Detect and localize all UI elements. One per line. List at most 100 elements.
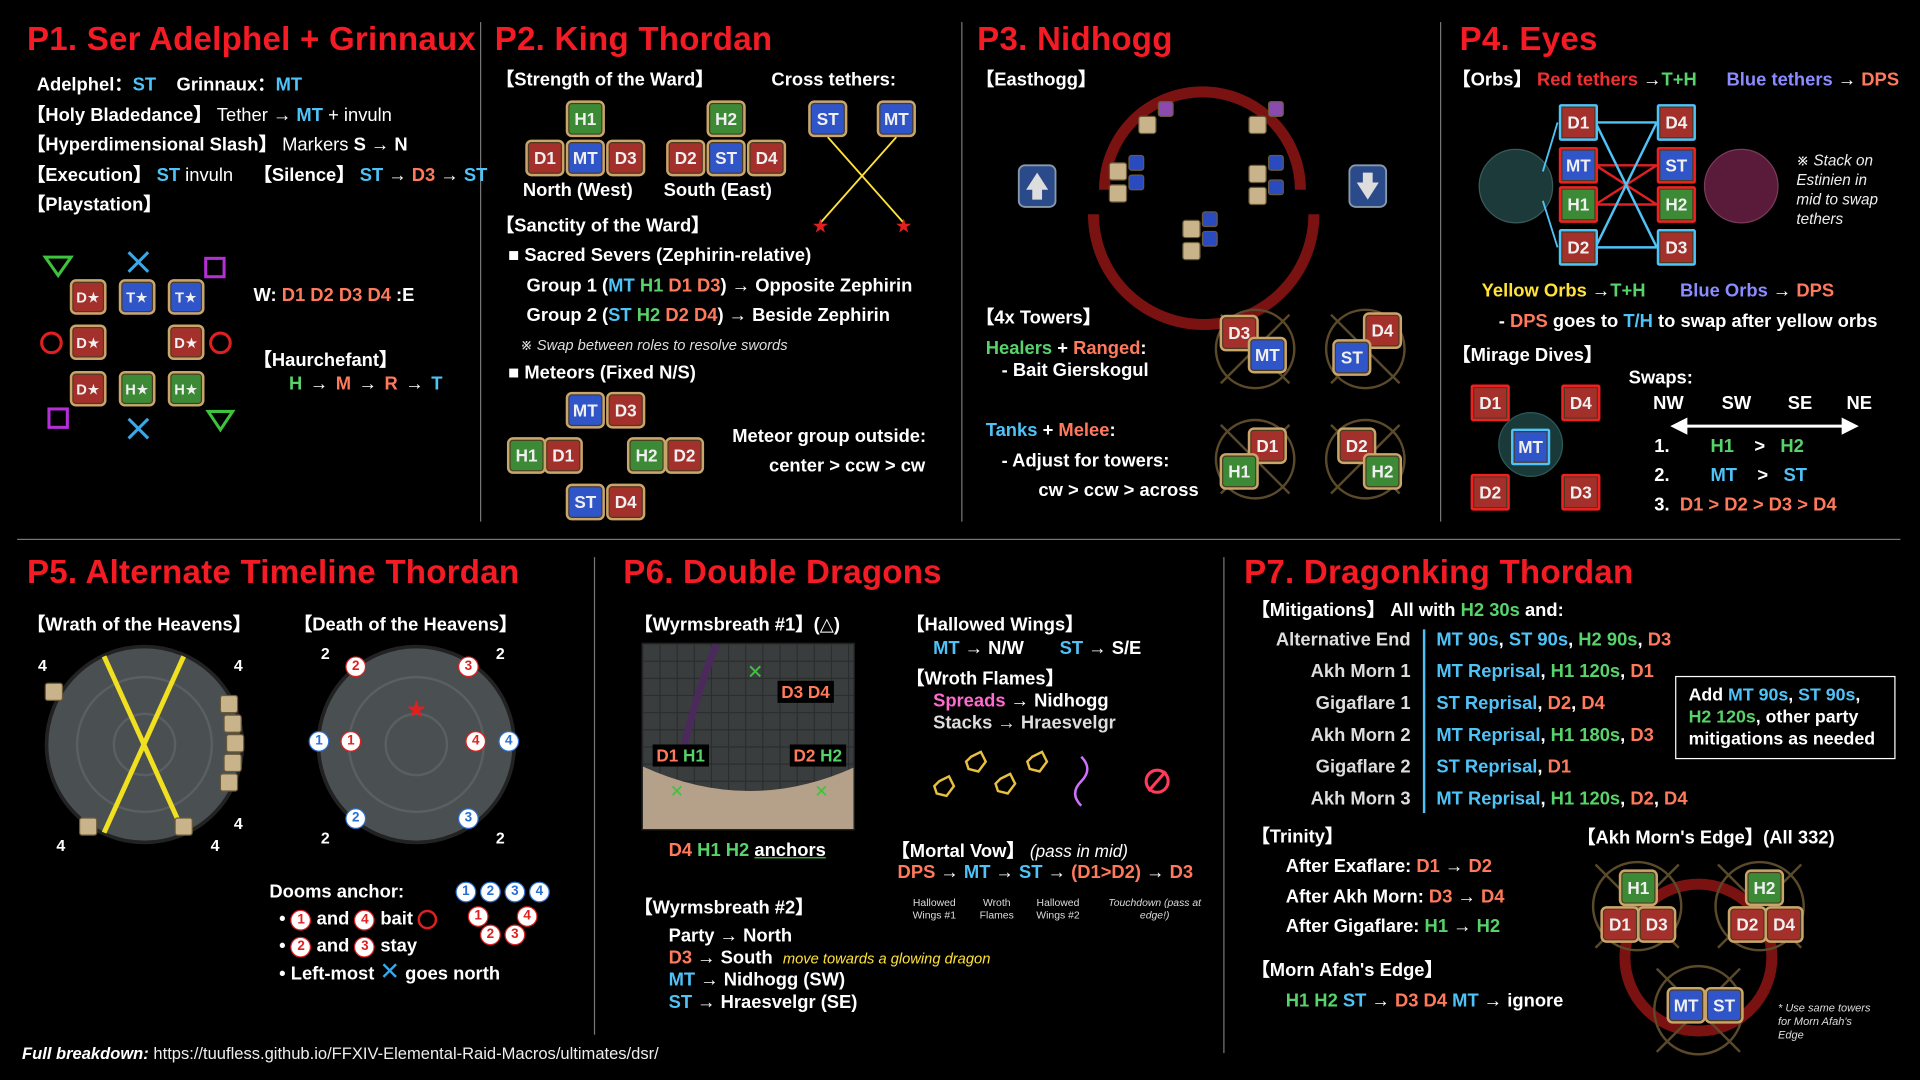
- dir-nw: NW: [1653, 393, 1684, 414]
- mitigation-value: ST Reprisal, D2, D4: [1436, 693, 1605, 714]
- doom-1: 1: [340, 731, 362, 752]
- role-h2: H2: [706, 100, 746, 138]
- marker-t: T★: [118, 279, 156, 315]
- mitigation-name: Gigaflare 2: [1315, 756, 1411, 778]
- mitigation-value: MT Reprisal, H1 120s, D1: [1436, 661, 1654, 683]
- role-st: ST: [1704, 986, 1744, 1024]
- p7-morn: 【Morn Afah's Edge】: [1251, 960, 1443, 981]
- p4-swaps: Swaps:: [1628, 367, 1693, 389]
- p1-holy: 【Holy Bladedance】 Tether → MT + invuln: [26, 105, 392, 127]
- player-markers: [44, 682, 245, 836]
- role-d1: D1: [1470, 384, 1510, 422]
- p6-mortal-order: DPS → MT → ST → (D1>D2) → D3: [897, 862, 1194, 883]
- wrath-count: 4: [233, 656, 243, 675]
- divider: [17, 538, 1901, 541]
- role-mt: MT: [1511, 428, 1551, 466]
- role-h1: H1: [1219, 453, 1259, 490]
- circle-icon: [418, 909, 438, 930]
- role-d1: D1: [525, 139, 565, 177]
- p7-note: * Use same towers for Morn Afah's Edge: [1777, 1001, 1871, 1041]
- p4-swap3: 3. D1 > D2 > D3 > D4: [1654, 494, 1837, 516]
- p6-st: ST → Hraesvelgr (SE): [668, 991, 858, 1013]
- role-d2: D2: [1727, 906, 1767, 943]
- cross-icon: ✕: [670, 781, 684, 801]
- dir-sw: SW: [1721, 393, 1752, 414]
- cross-icon: ✕: [814, 781, 828, 801]
- p2-meteor-group: Meteor group outside:: [732, 426, 927, 447]
- divider: [1223, 557, 1225, 1054]
- p2-sacred: ■ Sacred Severs (Zephirin-relative): [508, 244, 812, 266]
- role-d3: D3: [1219, 314, 1259, 352]
- p7-trinity2: After Akh Morn: D3 → D4: [1285, 886, 1505, 908]
- circle-icon: [40, 331, 63, 355]
- p2-group1: Group 1 (MT H1 D1 D3) → Opposite Zephiri…: [526, 275, 913, 297]
- p2-swap-note: ※ Swap between roles to resolve swords: [520, 336, 788, 354]
- p5-dooms: Dooms anchor:: [269, 881, 405, 903]
- marker-t: T★: [167, 279, 205, 315]
- p6-wroth: 【Wroth Flames】: [906, 668, 1064, 690]
- bait-4: 4: [498, 731, 520, 752]
- p3-title: P3. Nidhogg: [977, 20, 1173, 58]
- stack-icon: [1144, 768, 1170, 794]
- role-st: ST: [706, 139, 746, 177]
- role-mt: MT: [1666, 986, 1706, 1024]
- p4-title: P4. Eyes: [1459, 20, 1598, 58]
- p2-group2: Group 2 (ST H2 D2 D4) → Beside Zephirin: [526, 304, 890, 326]
- square-icon: [47, 407, 69, 429]
- role-d2: D2: [664, 437, 705, 474]
- doom-2: 2: [345, 656, 367, 678]
- role-d3: D3: [1637, 906, 1677, 943]
- mitigation-value: MT Reprisal, H1 120s, D2, D4: [1436, 788, 1688, 810]
- mitigation-name: Akh Morn 1: [1310, 661, 1411, 683]
- marker-h: H★: [167, 371, 205, 407]
- p1-playstation: 【Playstation】: [26, 194, 162, 216]
- mitigation-value: ST Reprisal, D1: [1436, 756, 1572, 778]
- p4-swap2: 2. MT > ST: [1654, 465, 1807, 487]
- p2-meteors: ■ Meteors (Fixed N/S): [508, 362, 696, 384]
- death-count: 2: [320, 828, 330, 848]
- arrow-up-icon: [1017, 164, 1057, 208]
- wrath-arena: [44, 644, 245, 845]
- p6-mortal: 【Mortal Vow】 (pass in mid): [891, 841, 1129, 863]
- double-arrow-icon: [1670, 417, 1859, 435]
- role-h1: H1: [1558, 186, 1598, 223]
- p5-bullet1: • 1 and 4 bait: [279, 909, 438, 931]
- role-st: ST: [808, 100, 848, 138]
- role-d4: D4: [1561, 384, 1601, 422]
- role-h2: H2: [1744, 869, 1785, 907]
- role-d1: D1: [1600, 906, 1640, 943]
- cross-icon: ✕: [747, 661, 763, 683]
- p7-title: P7. Dragonking Thordan: [1244, 553, 1634, 591]
- death-count: 2: [495, 828, 505, 848]
- wyrmsbreath-map: ✕ ✕ ✕ D3 D4 D1 H1 D2 H2: [641, 642, 855, 831]
- p6-party: Party → North: [668, 925, 793, 947]
- doom-3: 3: [457, 656, 479, 678]
- role-d2: D2: [1470, 473, 1510, 511]
- p4-mirage: 【Mirage Dives】: [1452, 345, 1603, 367]
- p3-tanks-melee: Tanks + Melee:: [985, 420, 1116, 441]
- breakdown-link[interactable]: https://tuufless.github.io/FFXIV-Element…: [153, 1044, 659, 1063]
- p6-title: P6. Double Dragons: [623, 553, 942, 591]
- map-label: D3 D4: [777, 680, 834, 703]
- map-label: D1 H1: [652, 744, 709, 767]
- role-d4: D4: [746, 139, 787, 177]
- p7-add-box: Add MT 90s, ST 90s, H2 120s, other party…: [1675, 675, 1896, 760]
- p2-north: North (West): [522, 180, 633, 201]
- spread-icon: [932, 774, 956, 798]
- p6-d3: D3 → South move towards a glowing dragon: [668, 947, 991, 969]
- p6-hallowed: 【Hallowed Wings】: [906, 614, 1084, 636]
- mitigation-separator: [1422, 629, 1426, 814]
- p6-mt: MT → Nidhogg (SW): [668, 969, 846, 991]
- role-st: ST: [565, 483, 605, 521]
- p6-hallowed-line: MT → N/W ST → S/E: [933, 637, 1142, 659]
- p4-stack-note: ※ Stack on Estinien in mid to swap tethe…: [1796, 151, 1879, 228]
- role-d4: D4: [1764, 906, 1804, 943]
- p1-w-line: W: D1 D2 D3 D4 :E: [253, 285, 415, 307]
- p4-dps-note: - DPS goes to T/H to swap after yellow o…: [1498, 311, 1878, 332]
- cross-icon: ✕: [379, 958, 401, 986]
- divider: [593, 557, 596, 1035]
- mitigation-value: MT 90s, ST 90s, H2 90s, D3: [1436, 629, 1672, 651]
- p1-adelphel: Adelphel：ST Grinnaux：MT: [36, 74, 303, 96]
- p1-title: P1. Ser Adelphel + Grinnaux: [26, 20, 477, 58]
- p2-title: P2. King Thordan: [494, 20, 773, 58]
